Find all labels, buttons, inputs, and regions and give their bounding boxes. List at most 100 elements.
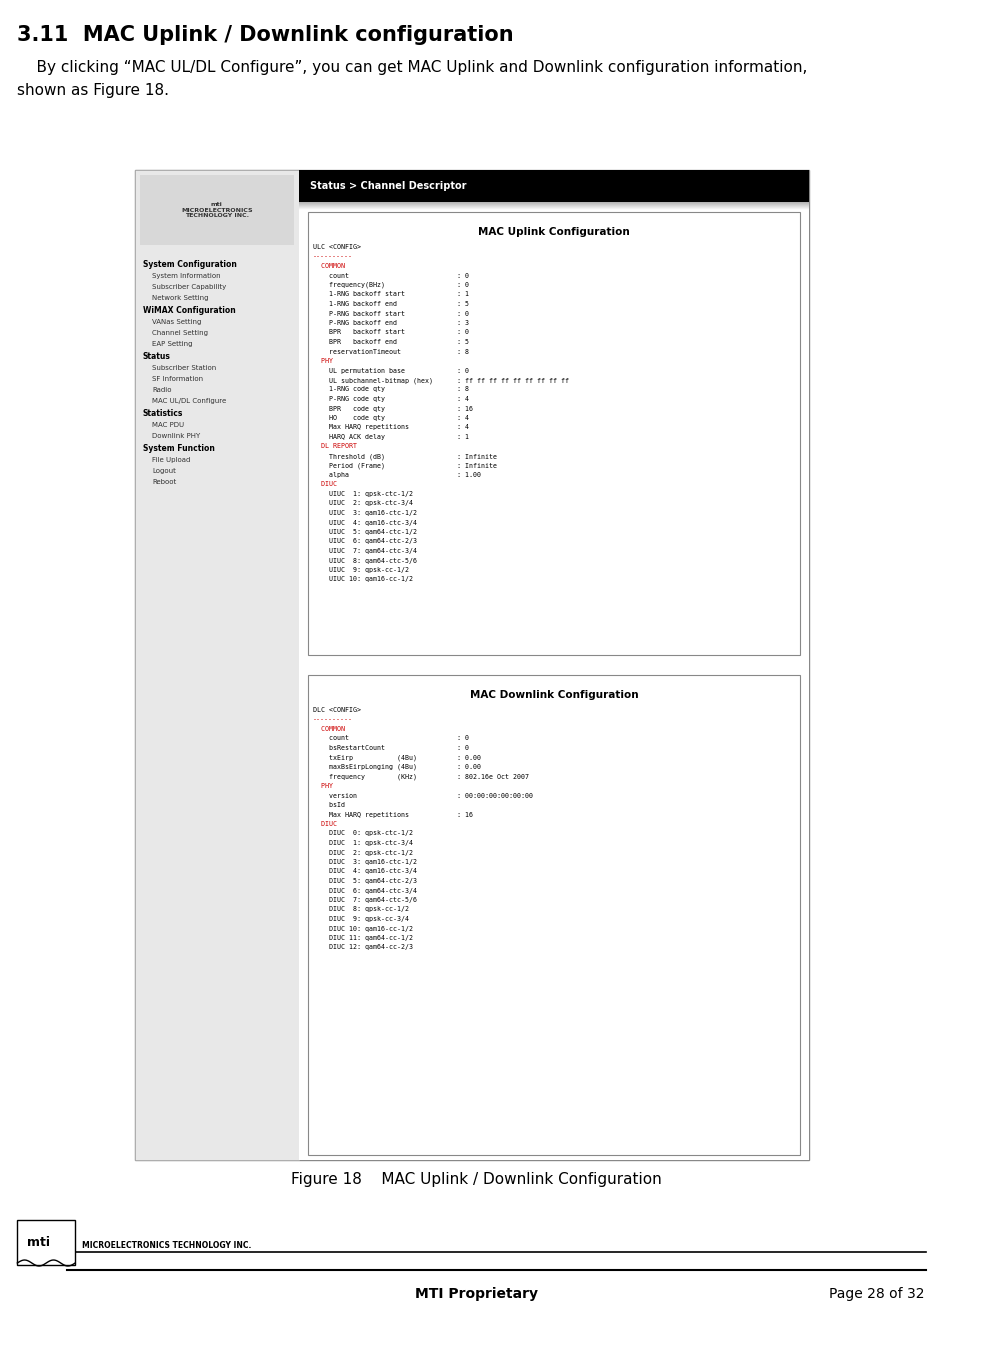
Text: mti
MICROELECTRONICS
TECHNOLOGY INC.: mti MICROELECTRONICS TECHNOLOGY INC. <box>181 202 253 218</box>
Text: DIUC  1: qpsk-ctc-3/4: DIUC 1: qpsk-ctc-3/4 <box>313 840 413 846</box>
Text: WiMAX Configuration: WiMAX Configuration <box>143 306 235 314</box>
Text: MICROELECTRONICS TECHNOLOGY INC.: MICROELECTRONICS TECHNOLOGY INC. <box>82 1240 252 1249</box>
Text: UIUC  4: qam16-ctc-3/4: UIUC 4: qam16-ctc-3/4 <box>313 519 417 526</box>
Text: DIUC 12: qam64-cc-2/3: DIUC 12: qam64-cc-2/3 <box>313 944 413 950</box>
Text: 1-RNG backoff start             : 1: 1-RNG backoff start : 1 <box>313 291 469 298</box>
Text: DIUC  0: qpsk-ctc-1/2: DIUC 0: qpsk-ctc-1/2 <box>313 831 413 836</box>
Text: Logout: Logout <box>153 467 176 474</box>
FancyBboxPatch shape <box>298 169 810 202</box>
Text: Threshold (dB)                  : Infinite: Threshold (dB) : Infinite <box>313 453 497 459</box>
Text: MAC PDU: MAC PDU <box>153 421 184 428</box>
Text: MTI Proprietary: MTI Proprietary <box>415 1287 538 1301</box>
Text: frequency(BHz)                  : 0: frequency(BHz) : 0 <box>313 282 469 289</box>
Text: System Information: System Information <box>153 272 221 279</box>
Text: ULC <CONFIG>: ULC <CONFIG> <box>313 244 361 251</box>
Text: DIUC  8: qpsk-cc-1/2: DIUC 8: qpsk-cc-1/2 <box>313 906 409 912</box>
Text: Subscriber Station: Subscriber Station <box>153 364 216 371</box>
Text: MAC UL/DL Configure: MAC UL/DL Configure <box>153 398 227 404</box>
Text: P-RNG backoff start             : 0: P-RNG backoff start : 0 <box>313 310 469 317</box>
Text: System Configuration: System Configuration <box>143 260 237 270</box>
Text: bsRestartCount                  : 0: bsRestartCount : 0 <box>313 745 469 751</box>
Text: UIUC  9: qpsk-cc-1/2: UIUC 9: qpsk-cc-1/2 <box>313 566 409 573</box>
Text: DIUC 11: qam64-cc-1/2: DIUC 11: qam64-cc-1/2 <box>313 935 413 940</box>
Text: System Function: System Function <box>143 444 214 453</box>
Text: PHY: PHY <box>313 783 333 789</box>
FancyBboxPatch shape <box>298 210 810 1160</box>
Text: UIUC  3: qam16-ctc-1/2: UIUC 3: qam16-ctc-1/2 <box>313 509 417 516</box>
Text: 3.11  MAC Uplink / Downlink configuration: 3.11 MAC Uplink / Downlink configuration <box>17 24 514 45</box>
Text: DIUC  3: qam16-ctc-1/2: DIUC 3: qam16-ctc-1/2 <box>313 859 417 864</box>
Text: BPR   backoff start             : 0: BPR backoff start : 0 <box>313 329 469 336</box>
Text: txEirp           (4Bu)          : 0.00: txEirp (4Bu) : 0.00 <box>313 755 481 762</box>
Text: UIUC  5: qam64-ctc-1/2: UIUC 5: qam64-ctc-1/2 <box>313 528 417 535</box>
Text: HARQ ACK delay                  : 1: HARQ ACK delay : 1 <box>313 434 469 440</box>
Text: DIUC  9: qpsk-cc-3/4: DIUC 9: qpsk-cc-3/4 <box>313 916 409 921</box>
Text: count                           : 0: count : 0 <box>313 736 469 741</box>
Text: DIUC  5: qam64-ctc-2/3: DIUC 5: qam64-ctc-2/3 <box>313 878 417 883</box>
FancyBboxPatch shape <box>140 175 293 245</box>
Text: COMMON: COMMON <box>313 726 345 732</box>
Text: Reboot: Reboot <box>153 480 176 485</box>
Text: Period (Frame)                  : Infinite: Period (Frame) : Infinite <box>313 462 497 469</box>
Text: DL REPORT: DL REPORT <box>313 443 357 450</box>
Text: Page 28 of 32: Page 28 of 32 <box>829 1287 925 1301</box>
Text: UL permutation base             : 0: UL permutation base : 0 <box>313 367 469 374</box>
Text: reservationTimeout              : 8: reservationTimeout : 8 <box>313 348 469 355</box>
Text: Radio: Radio <box>153 388 171 393</box>
Text: bsId: bsId <box>313 802 345 808</box>
Text: Max HARQ repetitions            : 16: Max HARQ repetitions : 16 <box>313 812 473 817</box>
Text: COMMON: COMMON <box>313 263 345 270</box>
Text: File Upload: File Upload <box>153 457 190 463</box>
Text: version                         : 00:00:00:00:00:00: version : 00:00:00:00:00:00 <box>313 793 533 798</box>
Text: DIUC  2: qpsk-ctc-1/2: DIUC 2: qpsk-ctc-1/2 <box>313 850 413 855</box>
Text: Figure 18    MAC Uplink / Downlink Configuration: Figure 18 MAC Uplink / Downlink Configur… <box>291 1172 662 1187</box>
FancyBboxPatch shape <box>17 1220 75 1266</box>
Text: MAC Downlink Configuration: MAC Downlink Configuration <box>470 690 638 701</box>
Text: ----------: ---------- <box>313 717 353 722</box>
Text: Status > Channel Descriptor: Status > Channel Descriptor <box>310 182 467 191</box>
Text: Max HARQ repetitions            : 4: Max HARQ repetitions : 4 <box>313 424 469 431</box>
Text: DIUC 10: qam16-cc-1/2: DIUC 10: qam16-cc-1/2 <box>313 925 413 931</box>
Text: Subscriber Capability: Subscriber Capability <box>153 285 227 290</box>
Text: DIUC  4: qam16-ctc-3/4: DIUC 4: qam16-ctc-3/4 <box>313 869 417 874</box>
Text: UIUC  1: qpsk-ctc-1/2: UIUC 1: qpsk-ctc-1/2 <box>313 491 413 497</box>
Text: mti: mti <box>27 1236 50 1248</box>
Text: Downlink PHY: Downlink PHY <box>153 434 200 439</box>
Text: DIUC  7: qam64-ctc-5/6: DIUC 7: qam64-ctc-5/6 <box>313 897 417 902</box>
Text: Network Setting: Network Setting <box>153 295 209 301</box>
Text: Statistics: Statistics <box>143 409 183 417</box>
Text: VANas Setting: VANas Setting <box>153 318 201 325</box>
Text: SF Information: SF Information <box>153 375 203 382</box>
Text: PHY: PHY <box>313 358 333 364</box>
FancyBboxPatch shape <box>135 169 810 1160</box>
Text: count                           : 0: count : 0 <box>313 272 469 279</box>
Text: BPR   backoff end               : 5: BPR backoff end : 5 <box>313 339 469 346</box>
Text: BPR   code qty                  : 16: BPR code qty : 16 <box>313 405 473 412</box>
Text: 1-RNG code qty                  : 8: 1-RNG code qty : 8 <box>313 386 469 393</box>
Text: DIUC  6: qam64-ctc-3/4: DIUC 6: qam64-ctc-3/4 <box>313 888 417 893</box>
Text: DIUC: DIUC <box>313 481 337 488</box>
Text: UIUC  6: qam64-ctc-2/3: UIUC 6: qam64-ctc-2/3 <box>313 538 417 545</box>
Text: EAP Setting: EAP Setting <box>153 341 192 347</box>
Text: UIUC  2: qpsk-ctc-3/4: UIUC 2: qpsk-ctc-3/4 <box>313 500 413 507</box>
Text: 1-RNG backoff end               : 5: 1-RNG backoff end : 5 <box>313 301 469 308</box>
FancyBboxPatch shape <box>308 211 800 654</box>
Text: UL subchannel-bitmap (hex)      : ff ff ff ff ff ff ff ff ff: UL subchannel-bitmap (hex) : ff ff ff ff… <box>313 377 569 383</box>
Text: UIUC  7: qam64-ctc-3/4: UIUC 7: qam64-ctc-3/4 <box>313 547 417 554</box>
Text: HO    code qty                  : 4: HO code qty : 4 <box>313 415 469 421</box>
FancyBboxPatch shape <box>135 169 298 1160</box>
Text: DIUC: DIUC <box>313 821 337 827</box>
Text: shown as Figure 18.: shown as Figure 18. <box>17 83 169 98</box>
Text: Channel Setting: Channel Setting <box>153 331 208 336</box>
Text: MAC Uplink Configuration: MAC Uplink Configuration <box>478 228 630 237</box>
Text: maxBsEirpLonging (4Bu)          : 0.00: maxBsEirpLonging (4Bu) : 0.00 <box>313 764 481 771</box>
Text: By clicking “MAC UL/DL Configure”, you can get MAC Uplink and Downlink configura: By clicking “MAC UL/DL Configure”, you c… <box>17 60 808 75</box>
FancyBboxPatch shape <box>308 675 800 1154</box>
Text: ----------: ---------- <box>313 253 353 260</box>
Text: Status: Status <box>143 352 170 360</box>
Text: P-RNG code qty                  : 4: P-RNG code qty : 4 <box>313 396 469 402</box>
Text: UIUC 10: qam16-cc-1/2: UIUC 10: qam16-cc-1/2 <box>313 576 413 583</box>
Text: DLC <CONFIG>: DLC <CONFIG> <box>313 707 361 713</box>
Text: frequency        (KHz)          : 802.16e Oct 2007: frequency (KHz) : 802.16e Oct 2007 <box>313 774 529 780</box>
Text: P-RNG backoff end               : 3: P-RNG backoff end : 3 <box>313 320 469 327</box>
